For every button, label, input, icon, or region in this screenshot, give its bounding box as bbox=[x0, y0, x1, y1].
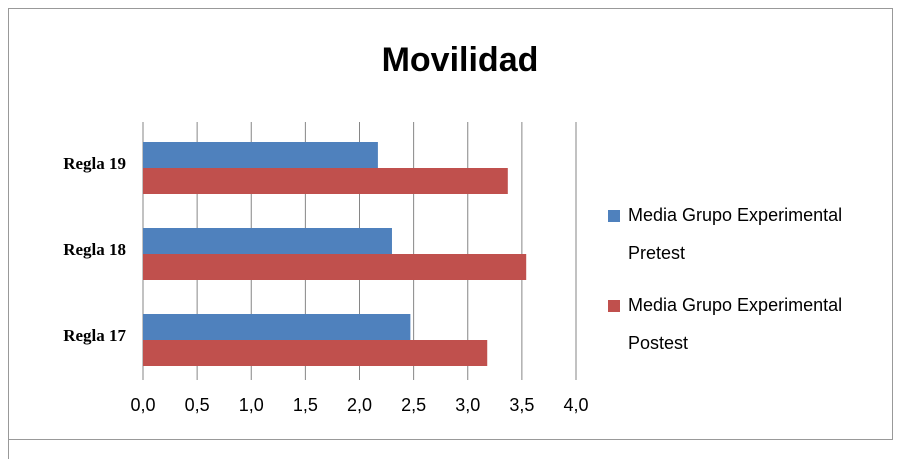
legend-label: Media Grupo Experimental Pretest bbox=[628, 205, 843, 263]
chart-title: Movilidad bbox=[382, 41, 539, 79]
x-tick-label: 2,5 bbox=[401, 395, 426, 415]
legend-swatch bbox=[608, 300, 620, 312]
bar bbox=[143, 314, 411, 340]
bar bbox=[143, 228, 392, 254]
x-tick-label: 2,0 bbox=[347, 395, 372, 415]
x-tick-label: 3,5 bbox=[509, 395, 534, 415]
x-tick-label: 4,0 bbox=[563, 395, 588, 415]
y-tick-label: Regla 19 bbox=[63, 154, 126, 173]
bar bbox=[143, 340, 488, 366]
x-tick-label: 0,0 bbox=[130, 395, 155, 415]
legend-item: Media Grupo Experimental Pretest bbox=[608, 196, 868, 286]
y-tick-label: Regla 18 bbox=[63, 240, 126, 259]
legend-swatch bbox=[608, 210, 620, 222]
legend-label: Media Grupo Experimental Postest bbox=[628, 295, 843, 353]
bar bbox=[143, 168, 508, 194]
legend-item: Media Grupo Experimental Postest bbox=[608, 286, 868, 376]
legend: Media Grupo Experimental Pretest Media Gr… bbox=[608, 196, 868, 376]
x-tick-label: 3,0 bbox=[455, 395, 480, 415]
bar bbox=[143, 254, 527, 280]
x-tick-label: 1,5 bbox=[293, 395, 318, 415]
y-tick-label: Regla 17 bbox=[63, 326, 126, 345]
x-tick-label: 0,5 bbox=[185, 395, 210, 415]
x-tick-label: 1,0 bbox=[239, 395, 264, 415]
bar bbox=[143, 142, 378, 168]
